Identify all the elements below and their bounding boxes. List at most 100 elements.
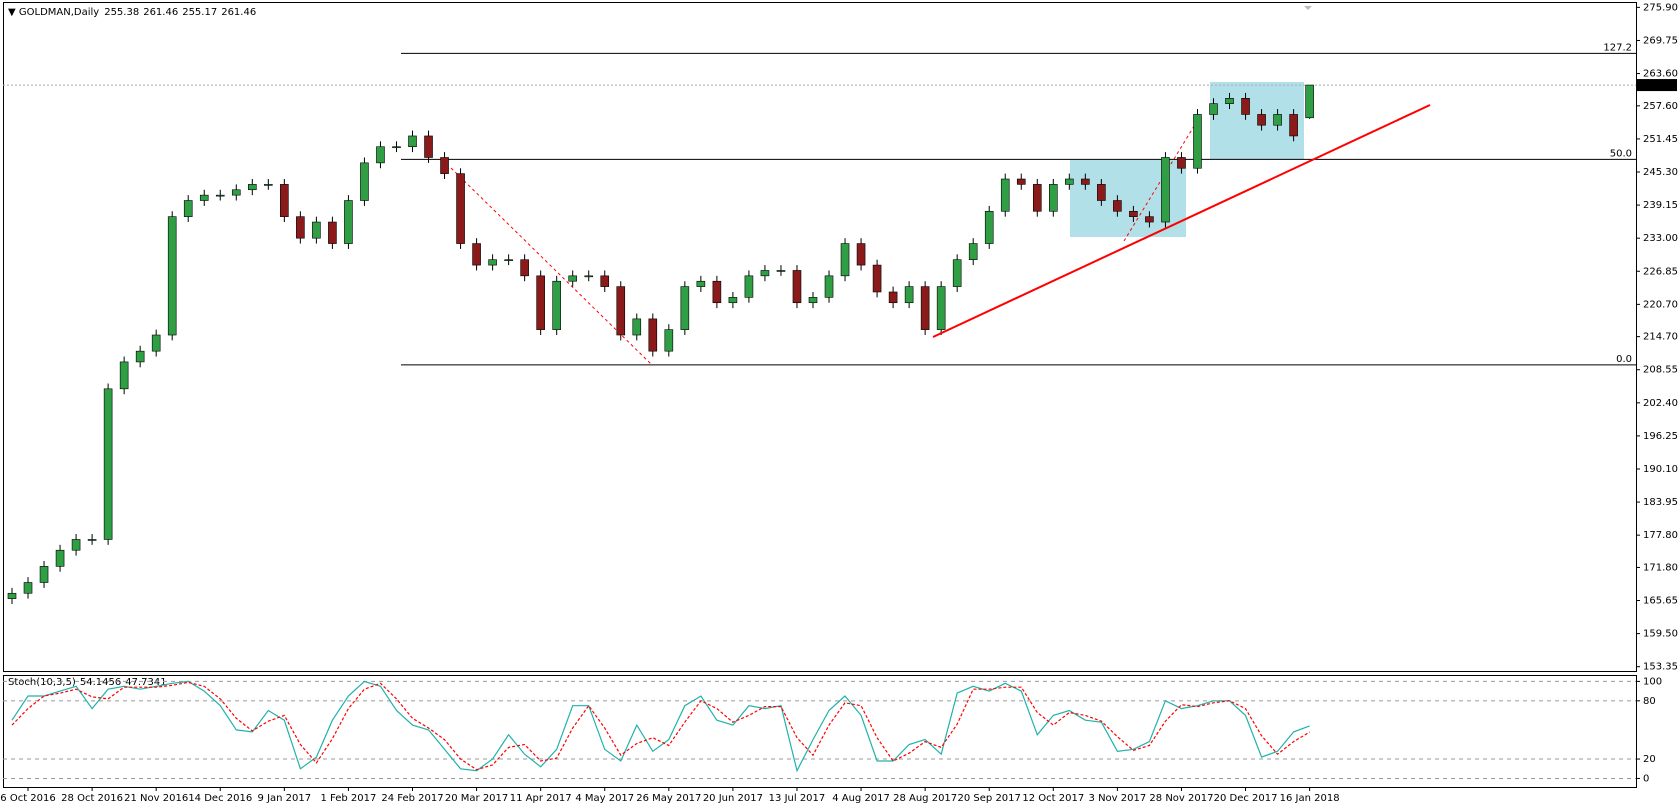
- x-tick-label: 28 Oct 2016: [61, 793, 123, 804]
- candle-body: [1032, 184, 1042, 212]
- x-tick-label: 13 Jul 2017: [769, 793, 826, 804]
- x-tick-label: 14 Dec 2016: [188, 793, 252, 804]
- y-tick-label: 100: [1643, 676, 1662, 687]
- candle-body: [1161, 157, 1170, 223]
- y-tick-label: 183.95: [1643, 497, 1678, 508]
- chart-title: GOLDMAN,Daily: [19, 7, 99, 18]
- candle-body: [552, 280, 561, 330]
- stoch-frame: [3, 675, 1637, 788]
- candle-body: [440, 157, 449, 174]
- x-tick-label: 1 Feb 2017: [320, 793, 376, 804]
- candle-body: [1081, 178, 1090, 185]
- x-tick-label: 28 Aug 2017: [893, 793, 957, 804]
- candle-body: [568, 275, 578, 282]
- x-tick-label: 4 Aug 2017: [832, 793, 890, 804]
- candle-body: [408, 135, 417, 148]
- candle-body: [264, 184, 273, 186]
- y-tick-label: 269.75: [1643, 35, 1678, 46]
- candle-body: [488, 259, 497, 266]
- candle-body: [280, 184, 289, 217]
- stoch-main-value: 54.1456: [80, 677, 121, 688]
- candle-body: [456, 173, 465, 244]
- candle-body: [1241, 98, 1250, 115]
- collapse-arrow: ▼: [8, 7, 19, 18]
- stoch-line: [11, 681, 1310, 771]
- last-low: 255.17: [182, 7, 217, 18]
- candle-body: [520, 259, 529, 277]
- candle-body: [872, 264, 882, 293]
- candle-body: [680, 286, 690, 330]
- y-tick-label: 226.85: [1643, 266, 1678, 277]
- x-tick-label: 12 Oct 2017: [1022, 793, 1084, 804]
- x-tick-label: 4 May 2017: [575, 793, 634, 804]
- y-tick-label: 220.70: [1643, 299, 1678, 310]
- candle-body: [360, 162, 369, 201]
- candle-body: [296, 216, 305, 239]
- candle-body: [344, 200, 353, 244]
- candle-body: [824, 275, 834, 298]
- candle-body: [1209, 103, 1218, 115]
- x-tick-label: 6 Oct 2016: [0, 793, 55, 804]
- x-tick-label: 20 Jun 2017: [703, 793, 763, 804]
- x-tick-label: 3 Nov 2017: [1089, 793, 1147, 804]
- candle-body: [1225, 98, 1234, 104]
- candle-body: [1177, 157, 1186, 169]
- last-close: 261.46: [221, 7, 256, 18]
- y-tick-label: 275.90: [1643, 2, 1678, 13]
- last-open: 255.38: [104, 7, 139, 18]
- y-tick-label: 214.70: [1643, 332, 1678, 343]
- shift-marker: [1304, 6, 1312, 10]
- candle-body: [231, 189, 241, 196]
- candle-body: [1273, 114, 1282, 126]
- candle-body: [632, 318, 642, 336]
- candle-body: [1305, 84, 1314, 119]
- candle-body: [248, 184, 257, 191]
- y-tick-label: 208.55: [1643, 365, 1678, 376]
- candle-body: [1129, 210, 1138, 217]
- candle-body: [696, 280, 706, 287]
- candle-body: [840, 243, 850, 277]
- stoch-signal-value: 47.7341: [125, 677, 166, 688]
- y-tick-label: 171.80: [1643, 562, 1678, 573]
- candle-body: [904, 286, 914, 304]
- candle-body: [7, 592, 17, 599]
- y-tick-label: 263.60: [1643, 69, 1678, 80]
- y-tick-label: 190.10: [1643, 464, 1678, 475]
- y-tick-label: 233.00: [1643, 233, 1678, 244]
- candle-body: [167, 216, 177, 336]
- candle-body: [712, 280, 722, 304]
- candle-body: [87, 539, 97, 541]
- x-tick-label: 21 Nov 2016: [124, 793, 188, 804]
- candle-body: [1097, 184, 1106, 201]
- main-frame: [3, 2, 1637, 672]
- candle-body: [151, 334, 161, 352]
- candle-body: [536, 275, 545, 330]
- y-tick-label: 20: [1643, 754, 1656, 765]
- candle-body: [183, 200, 193, 217]
- candle-body: [39, 566, 49, 583]
- candle-body: [968, 243, 978, 261]
- candle-body: [392, 146, 401, 149]
- y-tick-label: 202.40: [1643, 398, 1678, 409]
- candle-body: [199, 194, 209, 201]
- candle-body: [1145, 216, 1154, 223]
- fib-label: 127.2: [1603, 42, 1632, 53]
- candle-body: [808, 297, 818, 304]
- candle-body: [135, 350, 145, 363]
- candle-body: [888, 291, 898, 304]
- candle-body: [103, 388, 113, 540]
- candle-body: [1000, 178, 1010, 212]
- candle-body: [616, 286, 626, 336]
- price-badge-label: 261.46: [1640, 80, 1675, 91]
- x-tick-label: 16 Jan 2018: [1280, 793, 1340, 804]
- y-tick-label: 0: [1643, 773, 1649, 784]
- range-box: [1210, 82, 1304, 159]
- fib-label: 50.0: [1610, 148, 1632, 159]
- candle-body: [1113, 200, 1122, 212]
- candle-body: [584, 275, 594, 278]
- candle-body: [984, 210, 994, 244]
- candle-body: [1065, 178, 1074, 185]
- candle-body: [424, 135, 433, 158]
- y-tick-label: 153.35: [1643, 662, 1678, 673]
